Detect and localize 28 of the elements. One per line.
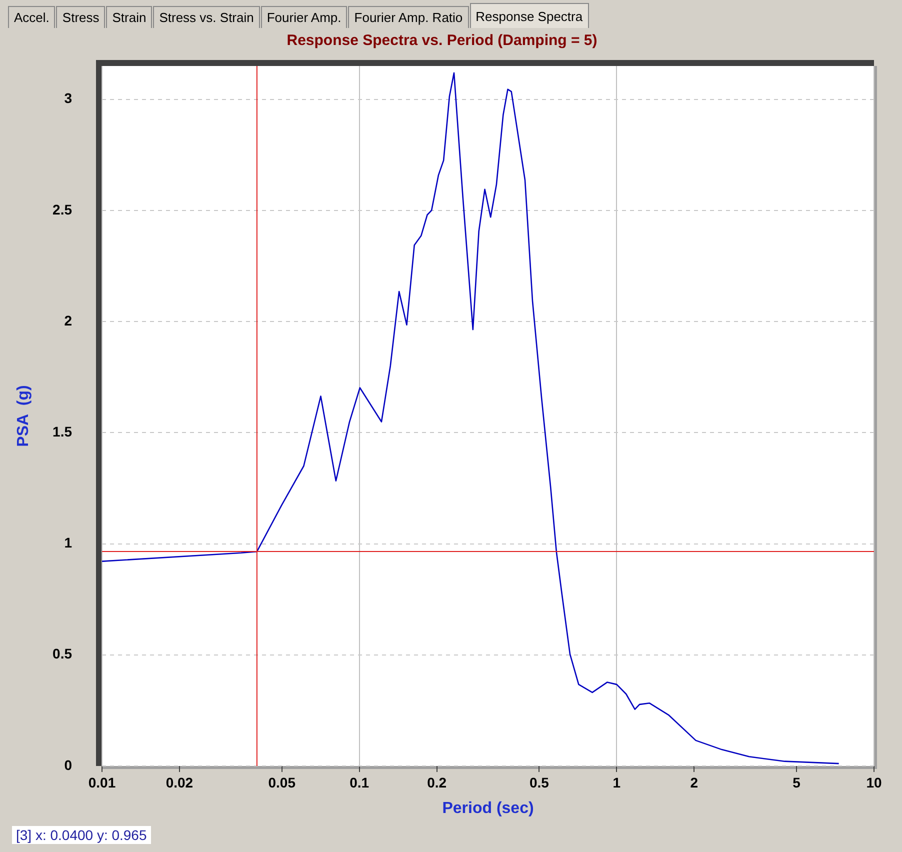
x-tick-label: 0.1 [350,774,370,790]
x-tick-label: 2 [690,774,698,790]
y-tick-label: 1 [64,534,72,551]
y-tick-label: 3 [64,90,72,106]
text: Strain [106,6,152,28]
x-tick-label: 0.2 [427,774,447,790]
text: Stress vs. Strain [153,6,260,28]
text: [3] x: 0.0400 y: 0.965 [12,826,151,844]
text: Fourier Amp. [260,6,348,28]
y-axis-title: PSA (g) [15,385,32,447]
x-tick-label: 0.5 [529,774,550,790]
x-tick-label: 5 [792,774,801,790]
x-axis-title: Period (sec) [442,800,534,817]
x-tick-label: 10 [866,774,882,790]
y-tick-label: 1.5 [52,424,72,440]
text: Fourier Amp. Ratio [348,6,469,28]
text: Response Spectra [470,3,589,28]
x-tick-label: 1 [612,774,621,790]
y-tick-label: 0.5 [52,646,72,662]
y-tick-label: 2.5 [52,201,72,218]
text: Stress [56,6,106,28]
y-tick-label: 0 [64,756,72,773]
x-tick-label: 0.05 [268,774,296,790]
y-tick-label: 2 [64,312,72,328]
text: Accel. [8,6,56,28]
x-tick-label: 0.02 [166,774,194,790]
x-tick-label: 0.01 [88,774,116,790]
chart-title: Response Spectra vs. Period (Damping = 5) [286,32,598,50]
